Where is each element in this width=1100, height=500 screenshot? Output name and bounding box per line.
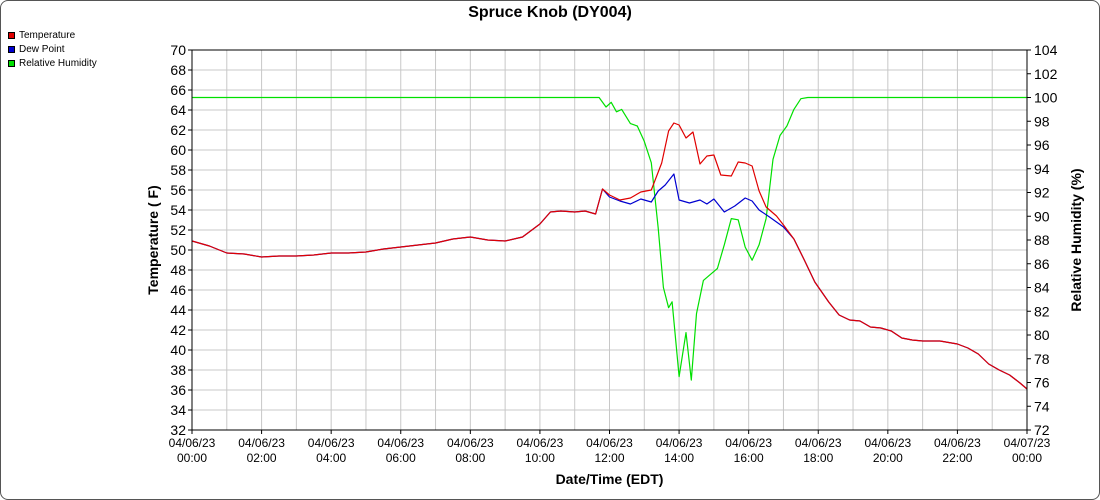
legend-item-temperature: Temperature <box>8 28 97 42</box>
y-tick-label: 60 <box>170 142 186 158</box>
x-tick-date-label: 04/06/23 <box>447 436 494 450</box>
x-tick-time-label: 10:00 <box>525 451 555 465</box>
y-tick-label: 70 <box>170 42 186 58</box>
y-tick-label: 54 <box>170 202 186 218</box>
legend-label-dew-point: Dew Point <box>19 43 65 55</box>
y-tick-label: 52 <box>170 222 186 238</box>
legend-item-relative-humidity: Relative Humidity <box>8 56 97 70</box>
y-tick-label: 58 <box>170 162 186 178</box>
y-right-tick-label: 82 <box>1034 303 1050 319</box>
y-right-tick-label: 80 <box>1034 327 1050 343</box>
x-tick-date-label: 04/06/23 <box>308 436 355 450</box>
y-right-tick-label: 88 <box>1034 232 1050 248</box>
x-tick-date-label: 04/06/23 <box>795 436 842 450</box>
y-axis-label: Temperature ( F) <box>145 185 161 294</box>
x-tick-time-label: 04:00 <box>316 451 346 465</box>
series-lines <box>191 96 1028 390</box>
y-tick-label: 46 <box>170 282 186 298</box>
y-tick-label: 44 <box>170 302 186 318</box>
y-tick-label: 66 <box>170 82 186 98</box>
y-right-tick-label: 78 <box>1034 351 1050 367</box>
y-right-tick-label: 76 <box>1034 375 1050 391</box>
y-tick-label: 34 <box>170 402 186 418</box>
y-tick-label: 42 <box>170 322 186 338</box>
x-tick-date-label: 04/06/23 <box>169 436 216 450</box>
x-tick-date-label: 04/07/23 <box>1004 436 1051 450</box>
axes: 32 34 36 38 40 42 44 46 48 50 52 54 56 58 60 62 64 66 68 70… <box>169 42 1058 465</box>
y-right-tick-label: 90 <box>1034 208 1050 224</box>
y-right-tick-label: 100 <box>1034 90 1058 106</box>
x-tick-date-label: 04/06/23 <box>586 436 633 450</box>
x-axis-label: Date/Time (EDT) <box>556 471 664 487</box>
y-right-tick-label: 86 <box>1034 256 1050 272</box>
y-right-tick-label: 84 <box>1034 280 1050 296</box>
legend-swatch-relative-humidity <box>8 59 15 67</box>
y-tick-label: 32 <box>170 422 186 438</box>
x-tick-time-label: 00:00 <box>177 451 207 465</box>
x-tick-time-label: 00:00 <box>1012 451 1042 465</box>
y-tick-label: 56 <box>170 182 186 198</box>
y-right-tick-label: 74 <box>1034 398 1050 414</box>
x-tick-time-label: 14:00 <box>664 451 694 465</box>
y-tick-label: 50 <box>170 242 186 258</box>
y-tick-label: 62 <box>170 122 186 138</box>
y-right-tick-label: 96 <box>1034 137 1050 153</box>
y-axis-right-label: Relative Humidity (%) <box>1068 168 1084 311</box>
y-right-tick-label: 98 <box>1034 113 1050 129</box>
legend-swatch-dew-point <box>8 45 15 53</box>
y-right-tick-label: 92 <box>1034 185 1050 201</box>
y-right-tick-label: 72 <box>1034 422 1050 438</box>
x-tick-date-label: 04/06/23 <box>725 436 772 450</box>
x-tick-time-label: 18:00 <box>803 451 833 465</box>
x-tick-time-label: 02:00 <box>247 451 277 465</box>
y-tick-label: 64 <box>170 102 186 118</box>
y-tick-label: 48 <box>170 262 186 278</box>
x-tick-date-label: 04/06/23 <box>377 436 424 450</box>
x-tick-date-label: 04/06/23 <box>517 436 564 450</box>
y-tick-label: 68 <box>170 62 186 78</box>
legend-label-temperature: Temperature <box>19 29 76 41</box>
legend: Temperature Dew Point Relative Humidity <box>8 28 97 70</box>
x-tick-time-label: 06:00 <box>386 451 416 465</box>
x-tick-time-label: 22:00 <box>942 451 972 465</box>
x-tick-date-label: 04/06/23 <box>864 436 911 450</box>
y-right-tick-label: 104 <box>1034 42 1058 58</box>
legend-label-relative-humidity: Relative Humidity <box>19 57 97 69</box>
x-tick-time-label: 08:00 <box>455 451 485 465</box>
grid <box>191 49 1028 431</box>
x-tick-time-label: 12:00 <box>594 451 624 465</box>
legend-item-dew-point: Dew Point <box>8 42 97 56</box>
y-tick-label: 36 <box>170 382 186 398</box>
y-right-tick-label: 94 <box>1034 161 1050 177</box>
x-tick-time-label: 16:00 <box>734 451 764 465</box>
x-tick-date-label: 04/06/23 <box>238 436 285 450</box>
legend-swatch-temperature <box>8 31 15 39</box>
relative-humidity-line <box>192 96 1027 381</box>
x-tick-time-label: 20:00 <box>873 451 903 465</box>
temperature-line <box>191 122 1028 390</box>
x-tick-date-label: 04/06/23 <box>934 436 981 450</box>
x-tick-date-label: 04/06/23 <box>656 436 703 450</box>
chart-title: Spruce Knob (DY004) <box>468 4 632 21</box>
y-right-tick-label: 102 <box>1034 66 1058 82</box>
y-tick-label: 40 <box>170 342 186 358</box>
y-tick-label: 38 <box>170 362 186 378</box>
